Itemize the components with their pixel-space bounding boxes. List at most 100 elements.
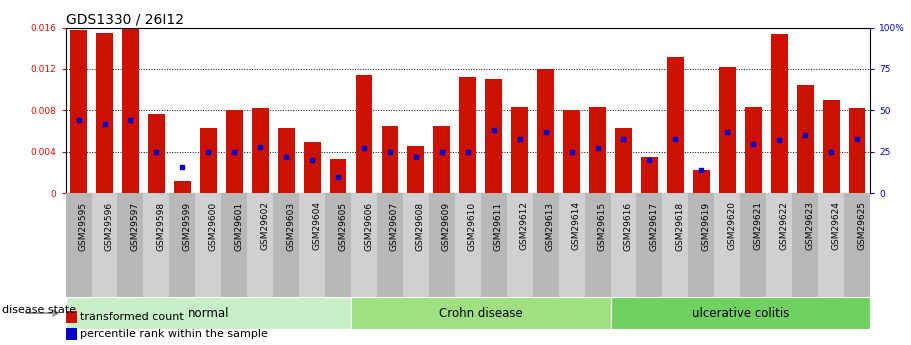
Text: GSM29616: GSM29616 xyxy=(623,201,632,250)
Bar xyxy=(693,170,710,193)
Bar xyxy=(377,193,403,297)
Text: normal: normal xyxy=(188,307,229,319)
Bar xyxy=(745,107,762,193)
Text: disease state: disease state xyxy=(2,305,76,315)
Bar xyxy=(221,193,247,297)
Bar xyxy=(330,159,346,193)
Text: GSM29624: GSM29624 xyxy=(831,201,840,250)
Bar xyxy=(66,310,77,323)
Bar xyxy=(662,193,689,297)
Bar xyxy=(615,128,632,193)
Bar xyxy=(66,297,351,329)
Bar xyxy=(143,193,169,297)
Text: GSM29596: GSM29596 xyxy=(105,201,114,250)
Bar xyxy=(407,146,425,193)
Bar xyxy=(563,110,580,193)
Bar xyxy=(459,77,476,193)
Text: GSM29601: GSM29601 xyxy=(234,201,243,250)
Bar xyxy=(325,193,351,297)
Bar xyxy=(481,193,507,297)
Bar xyxy=(667,57,684,193)
Text: GSM29605: GSM29605 xyxy=(338,201,347,250)
Bar xyxy=(122,29,138,193)
Text: GSM29609: GSM29609 xyxy=(442,201,451,250)
Text: GSM29613: GSM29613 xyxy=(546,201,555,250)
Bar xyxy=(637,193,662,297)
Text: GSM29600: GSM29600 xyxy=(209,201,218,250)
Text: GSM29607: GSM29607 xyxy=(390,201,399,250)
Bar xyxy=(766,193,793,297)
Bar xyxy=(719,67,736,193)
Text: GSM29619: GSM29619 xyxy=(701,201,711,250)
Bar xyxy=(844,193,870,297)
Bar xyxy=(823,100,840,193)
Bar xyxy=(486,79,502,193)
Bar xyxy=(169,193,195,297)
Bar xyxy=(96,33,113,193)
Bar xyxy=(247,193,273,297)
Bar xyxy=(251,108,269,193)
Bar xyxy=(70,30,87,193)
Bar xyxy=(66,328,77,340)
Bar xyxy=(273,193,299,297)
Bar xyxy=(641,157,658,193)
Bar xyxy=(382,126,398,193)
Bar xyxy=(200,128,217,193)
Text: GSM29618: GSM29618 xyxy=(675,201,684,250)
Bar xyxy=(585,193,610,297)
Bar xyxy=(434,126,450,193)
Bar xyxy=(818,193,844,297)
Text: GSM29620: GSM29620 xyxy=(727,201,736,250)
Text: GSM29597: GSM29597 xyxy=(130,201,139,250)
Text: percentile rank within the sample: percentile rank within the sample xyxy=(80,329,268,339)
Text: GSM29608: GSM29608 xyxy=(416,201,425,250)
Bar xyxy=(610,193,637,297)
Bar xyxy=(507,193,533,297)
Text: GSM29604: GSM29604 xyxy=(312,201,321,250)
Text: GSM29606: GSM29606 xyxy=(364,201,373,250)
Text: GSM29595: GSM29595 xyxy=(78,201,87,250)
Bar xyxy=(689,193,714,297)
Bar xyxy=(558,193,585,297)
Bar xyxy=(118,193,143,297)
Text: GSM29611: GSM29611 xyxy=(494,201,503,250)
Text: ulcerative colitis: ulcerative colitis xyxy=(691,307,789,319)
Text: GSM29614: GSM29614 xyxy=(571,201,580,250)
Text: Crohn disease: Crohn disease xyxy=(439,307,523,319)
Bar xyxy=(511,107,528,193)
Bar xyxy=(589,107,606,193)
Text: GSM29615: GSM29615 xyxy=(598,201,607,250)
Text: GSM29622: GSM29622 xyxy=(779,201,788,250)
Text: GSM29625: GSM29625 xyxy=(857,201,866,250)
Text: GSM29621: GSM29621 xyxy=(753,201,763,250)
Bar xyxy=(741,193,766,297)
Text: GDS1330 / 26I12: GDS1330 / 26I12 xyxy=(66,12,184,27)
Text: GSM29617: GSM29617 xyxy=(650,201,659,250)
Text: GSM29610: GSM29610 xyxy=(468,201,476,250)
Bar xyxy=(174,181,190,193)
Bar xyxy=(793,193,818,297)
Bar xyxy=(299,193,325,297)
Bar xyxy=(351,193,377,297)
Bar xyxy=(355,75,373,193)
Bar xyxy=(278,128,294,193)
Bar xyxy=(533,193,558,297)
Bar xyxy=(91,193,118,297)
Text: GSM29599: GSM29599 xyxy=(182,201,191,250)
Bar xyxy=(714,193,741,297)
Bar xyxy=(351,297,610,329)
Bar xyxy=(849,108,865,193)
Bar xyxy=(195,193,221,297)
Bar xyxy=(429,193,455,297)
Text: GSM29603: GSM29603 xyxy=(286,201,295,250)
Text: GSM29602: GSM29602 xyxy=(261,201,270,250)
Text: GSM29623: GSM29623 xyxy=(805,201,814,250)
Text: transformed count: transformed count xyxy=(80,312,184,322)
Bar xyxy=(403,193,429,297)
Bar xyxy=(455,193,481,297)
Bar xyxy=(226,110,242,193)
Bar xyxy=(303,142,321,193)
Text: GSM29612: GSM29612 xyxy=(519,201,528,250)
Bar xyxy=(610,297,870,329)
Bar xyxy=(797,85,814,193)
